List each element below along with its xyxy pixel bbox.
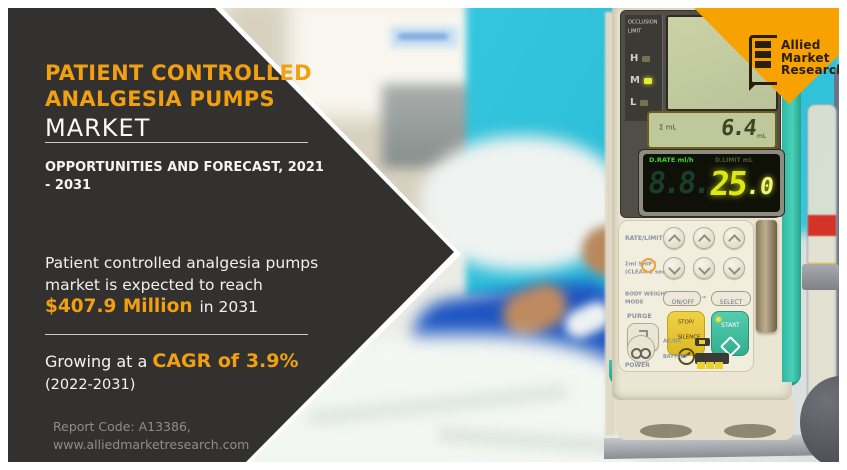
cagr-highlight: CAGR of 3.9% (152, 350, 299, 372)
arrow-glyph: → (701, 294, 707, 301)
start-button[interactable]: START (711, 311, 749, 358)
chevron-up-icon (667, 234, 681, 247)
chevron-up-icon (727, 234, 741, 247)
divider-line (45, 334, 308, 335)
silence-bell-icon (677, 348, 695, 365)
subtitle-line-2: - 2031 (45, 178, 92, 193)
level-h-indicator (642, 55, 651, 62)
pump-flange (605, 12, 616, 436)
down-arrow-button[interactable] (723, 257, 745, 279)
shift-label: Σml SHIFT (625, 261, 657, 268)
total-volume-unit: mL (756, 133, 766, 140)
silence-label: SILENCE (677, 334, 701, 341)
brand-line-2: Market (781, 50, 830, 65)
battery-indicator (695, 353, 729, 369)
occlusion-panel: OCCLUSION LIMIT H M L (625, 15, 663, 121)
stop-label: STOP/ (677, 319, 695, 326)
banner-content: OCCLUSION LIMIT H M L Σ mL 6.4 mL D.RATE… (8, 8, 839, 462)
summary-line-2: market is expected to reach (45, 275, 263, 294)
rate-display: D.RATE ml/h D.LIMIT mL 8.8. 25 .0 (638, 149, 785, 217)
pole-clamp (802, 264, 839, 290)
growth-range: (2022-2031) (45, 377, 136, 393)
start-label: START (720, 322, 740, 329)
power-label: POWER (625, 362, 650, 369)
rate-display-screen: D.RATE ml/h D.LIMIT mL 8.8. 25 .0 (643, 154, 780, 212)
delivery-limit-label: D.LIMIT mL (715, 157, 753, 164)
brand-logo-text: Allied Market Research (781, 35, 839, 85)
growth-prefix: Growing at a (45, 352, 153, 371)
mode-label: MODE (625, 299, 644, 306)
ghost-digits: 8.8. (645, 166, 711, 201)
chevron-down-icon (727, 262, 741, 275)
report-code: Report Code: A13386, (53, 419, 191, 434)
on-off-button[interactable]: ON/OFF (663, 291, 701, 306)
up-arrow-button[interactable] (663, 227, 685, 249)
power-button[interactable] (627, 335, 655, 363)
website-url: www.alliedmarketresearch.com (53, 437, 250, 452)
brand-line-1: Allied (781, 38, 821, 52)
brand-line-3: Research (781, 63, 839, 77)
plug-icon (695, 338, 710, 346)
growth-statement: Growing at a CAGR of 3.9% (2022-2031) (45, 349, 299, 396)
start-led (716, 317, 721, 322)
chevron-up-icon (697, 234, 711, 247)
wall-sign (390, 26, 458, 48)
level-h-label: H (630, 53, 639, 64)
title-line-2: ANALGESIA PUMPS (45, 87, 275, 111)
delivery-rate-label: D.RATE ml/h (649, 157, 694, 165)
select-button[interactable]: SELECT (711, 291, 751, 306)
sigma-ml-label: Σ mL (659, 124, 677, 132)
market-summary: Patient controlled analgesia pumps marke… (45, 253, 318, 319)
page-title: PATIENT CONTROLLED ANALGESIA PUMPS MARKE… (45, 60, 312, 141)
down-arrow-button[interactable] (693, 257, 715, 279)
purge-label: PURGE (627, 313, 652, 321)
occlusion-label: OCCLUSION (628, 19, 658, 25)
drip-red-band (808, 215, 836, 236)
chevron-down-icon (667, 262, 681, 275)
ac-dc-label: AC/DC (663, 338, 682, 345)
occlusion-limit-label: LIMIT (628, 28, 642, 34)
subtitle-line-1: OPPORTUNITIES AND FORECAST, 2021 (45, 160, 324, 175)
double-down-icon (638, 330, 648, 339)
rate-value: 25 (707, 164, 749, 203)
report-info: Report Code: A13386, www.alliedmarketres… (53, 418, 249, 454)
summary-line-1: Patient controlled analgesia pumps (45, 254, 319, 272)
up-arrow-button[interactable] (693, 227, 715, 249)
rate-decimal: .0 (744, 174, 776, 200)
total-volume-display: Σ mL 6.4 mL (647, 111, 777, 149)
level-l-label: L (630, 97, 637, 108)
brand-logo: Allied Market Research (749, 35, 839, 91)
level-m-indicator-active (643, 77, 652, 84)
speech-bubble-logo-icon (749, 35, 777, 91)
total-volume-value: 6.4 (719, 116, 757, 141)
up-arrow-button[interactable] (723, 227, 745, 249)
chevron-down-icon (697, 262, 711, 275)
level-m-label: M (630, 75, 640, 86)
down-arrow-button[interactable] (663, 257, 685, 279)
market-value-year: in 2031 (199, 298, 259, 316)
forecast-subtitle: OPPORTUNITIES AND FORECAST, 2021 - 2031 (45, 159, 324, 195)
highlight-ring (641, 258, 656, 273)
title-line-1: PATIENT CONTROLLED (45, 61, 312, 85)
stop-silence-button[interactable]: STOP/ SILENCE (667, 311, 705, 365)
level-l-indicator (640, 99, 649, 106)
power-icon (631, 344, 651, 363)
rate-limit-label: RATE/LIMIT (625, 235, 663, 242)
market-value-highlight: $407.9 Million (45, 296, 193, 317)
body-weight-label: BODY WEIGHT (625, 291, 669, 298)
infusion-pump: OCCLUSION LIMIT H M L Σ mL 6.4 mL D.RATE… (604, 8, 839, 462)
title-market: MARKET (45, 114, 151, 142)
button-panel: RATE/LIMIT Σml SHIFT (CLEAR 2 sec.) BODY… (618, 220, 754, 372)
pump-door-handle (756, 220, 777, 332)
battery-label: BATTERY (663, 354, 688, 360)
divider-line (45, 142, 308, 143)
